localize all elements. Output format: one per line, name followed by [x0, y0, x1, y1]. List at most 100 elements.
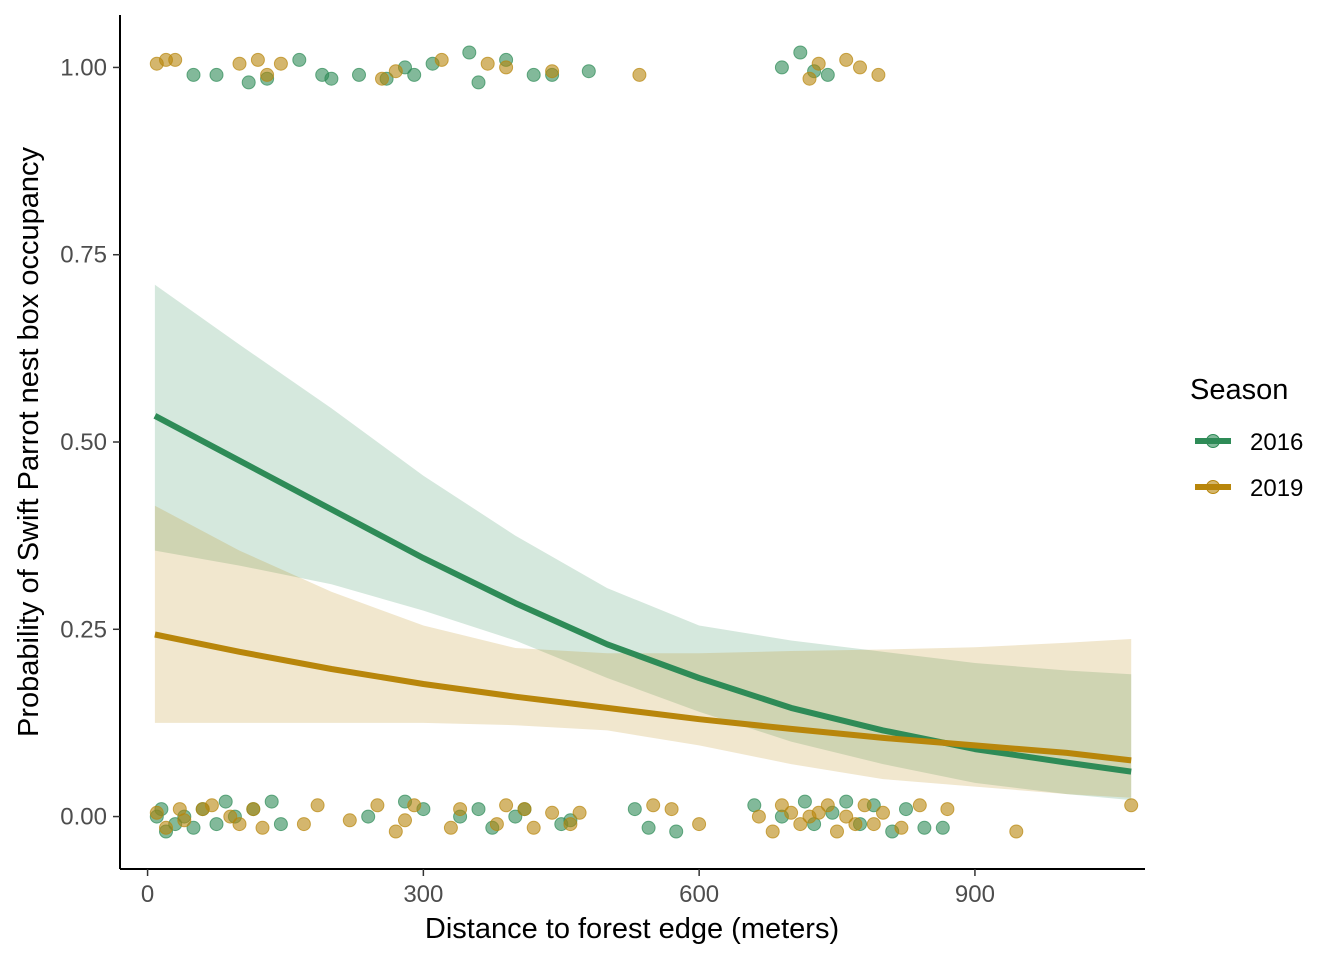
legend-item-2019: 2019 [1195, 475, 1303, 502]
point-2016-38 [186, 67, 201, 82]
point-2019-46 [1009, 824, 1024, 839]
point-2016-59 [820, 67, 835, 82]
point-2019-17 [443, 820, 458, 835]
ci-band-2016 [154, 284, 1132, 801]
point-2016-40 [241, 75, 256, 90]
point-2016-11 [264, 794, 279, 809]
point-2019-50 [168, 52, 183, 67]
point-2016-5 [186, 820, 201, 835]
point-2016-8 [218, 794, 233, 809]
point-2019-37 [830, 824, 844, 839]
y-tick-label-0.00: 0.00 [60, 804, 107, 831]
point-2019-47 [1124, 798, 1139, 813]
point-2019-24 [563, 817, 578, 832]
confidence-bands [154, 284, 1132, 801]
point-2016-51 [471, 75, 486, 90]
x-axis-title: Distance to forest edge (meters) [425, 913, 839, 945]
point-2016-39 [209, 67, 224, 82]
point-2016-44 [324, 71, 339, 86]
point-2019-10 [296, 817, 311, 832]
point-2019-6 [223, 809, 238, 824]
point-2019-26 [646, 798, 661, 813]
point-2019-11 [310, 798, 325, 813]
point-2019-45 [940, 802, 955, 817]
point-2019-39 [848, 817, 863, 832]
point-2019-40 [857, 798, 872, 813]
point-2019-65 [853, 60, 867, 75]
point-2019-22 [526, 820, 541, 835]
x-tick-label-600: 600 [679, 881, 719, 908]
point-2016-57 [793, 45, 808, 60]
point-2019-14 [388, 824, 403, 839]
point-2019-16 [407, 798, 422, 813]
point-2019-30 [765, 824, 780, 839]
point-2019-55 [375, 71, 389, 86]
y-axis-title: Probability of Swift Parrot nest box occ… [13, 147, 45, 737]
x-tick-label-900: 900 [955, 881, 995, 908]
point-2019-12 [342, 813, 357, 828]
point-2019-7 [232, 817, 247, 832]
point-2019-44 [912, 798, 927, 813]
point-2019-8 [246, 802, 261, 817]
point-2016-37 [935, 820, 950, 835]
point-2019-52 [250, 52, 265, 67]
x-tick-label-300: 300 [403, 881, 443, 908]
y-tick-label-0.25: 0.25 [60, 616, 107, 643]
point-2019-9 [255, 820, 270, 835]
point-2019-56 [388, 64, 403, 79]
point-2019-0 [149, 805, 164, 820]
point-2019-63 [811, 56, 826, 71]
point-2016-24 [641, 820, 656, 835]
point-2019-58 [480, 56, 495, 71]
point-2019-36 [820, 798, 835, 813]
point-2019-51 [232, 56, 247, 71]
point-2019-42 [876, 805, 890, 820]
point-2019-53 [260, 67, 275, 82]
fit-lines [153, 413, 1132, 775]
point-2019-57 [434, 52, 449, 67]
point-2016-42 [292, 52, 307, 67]
point-2019-41 [866, 817, 881, 832]
point-2019-35 [811, 805, 826, 820]
legend-title: Season [1190, 374, 1288, 406]
point-2019-61 [632, 67, 647, 82]
point-2019-23 [545, 805, 560, 820]
data-points [149, 45, 1139, 839]
fit-line-2016 [153, 413, 1132, 775]
point-2016-45 [352, 67, 366, 82]
point-2016-36 [917, 820, 932, 835]
point-2016-7 [209, 817, 224, 832]
point-2019-27 [664, 802, 679, 817]
point-2019-33 [793, 817, 808, 832]
point-2019-3 [177, 813, 192, 828]
point-2016-35 [899, 802, 913, 817]
legend-key-point-2016 [1206, 434, 1220, 448]
x-tick-label-0: 0 [141, 881, 154, 908]
point-2019-19 [489, 817, 504, 832]
point-2019-62 [802, 71, 817, 86]
x-ticks: 0 300 600 900 [141, 869, 995, 908]
ci-band-2019 [154, 505, 1132, 798]
point-2019-64 [839, 52, 854, 67]
point-2016-48 [407, 67, 422, 82]
point-2016-55 [581, 64, 596, 79]
point-2019-43 [894, 820, 909, 835]
point-2016-56 [774, 60, 789, 75]
point-2019-18 [453, 802, 468, 817]
point-2019-29 [751, 809, 766, 824]
point-2016-23 [627, 802, 642, 817]
point-2016-19 [508, 809, 523, 824]
point-2019-5 [204, 798, 219, 813]
point-2019-13 [370, 798, 385, 813]
point-2016-17 [471, 802, 486, 817]
point-2016-31 [839, 794, 854, 809]
y-tick-label-0.75: 0.75 [60, 242, 107, 269]
point-2019-25 [572, 805, 587, 820]
legend-items: 2016 2019 [1195, 429, 1303, 502]
legend-key-point-2019 [1206, 480, 1220, 494]
point-2016-53 [526, 67, 541, 82]
legend: Season 2016 2019 [1190, 374, 1303, 502]
point-2019-38 [839, 809, 854, 824]
point-2019-32 [784, 805, 799, 820]
y-tick-label-1.00: 1.00 [60, 54, 107, 81]
